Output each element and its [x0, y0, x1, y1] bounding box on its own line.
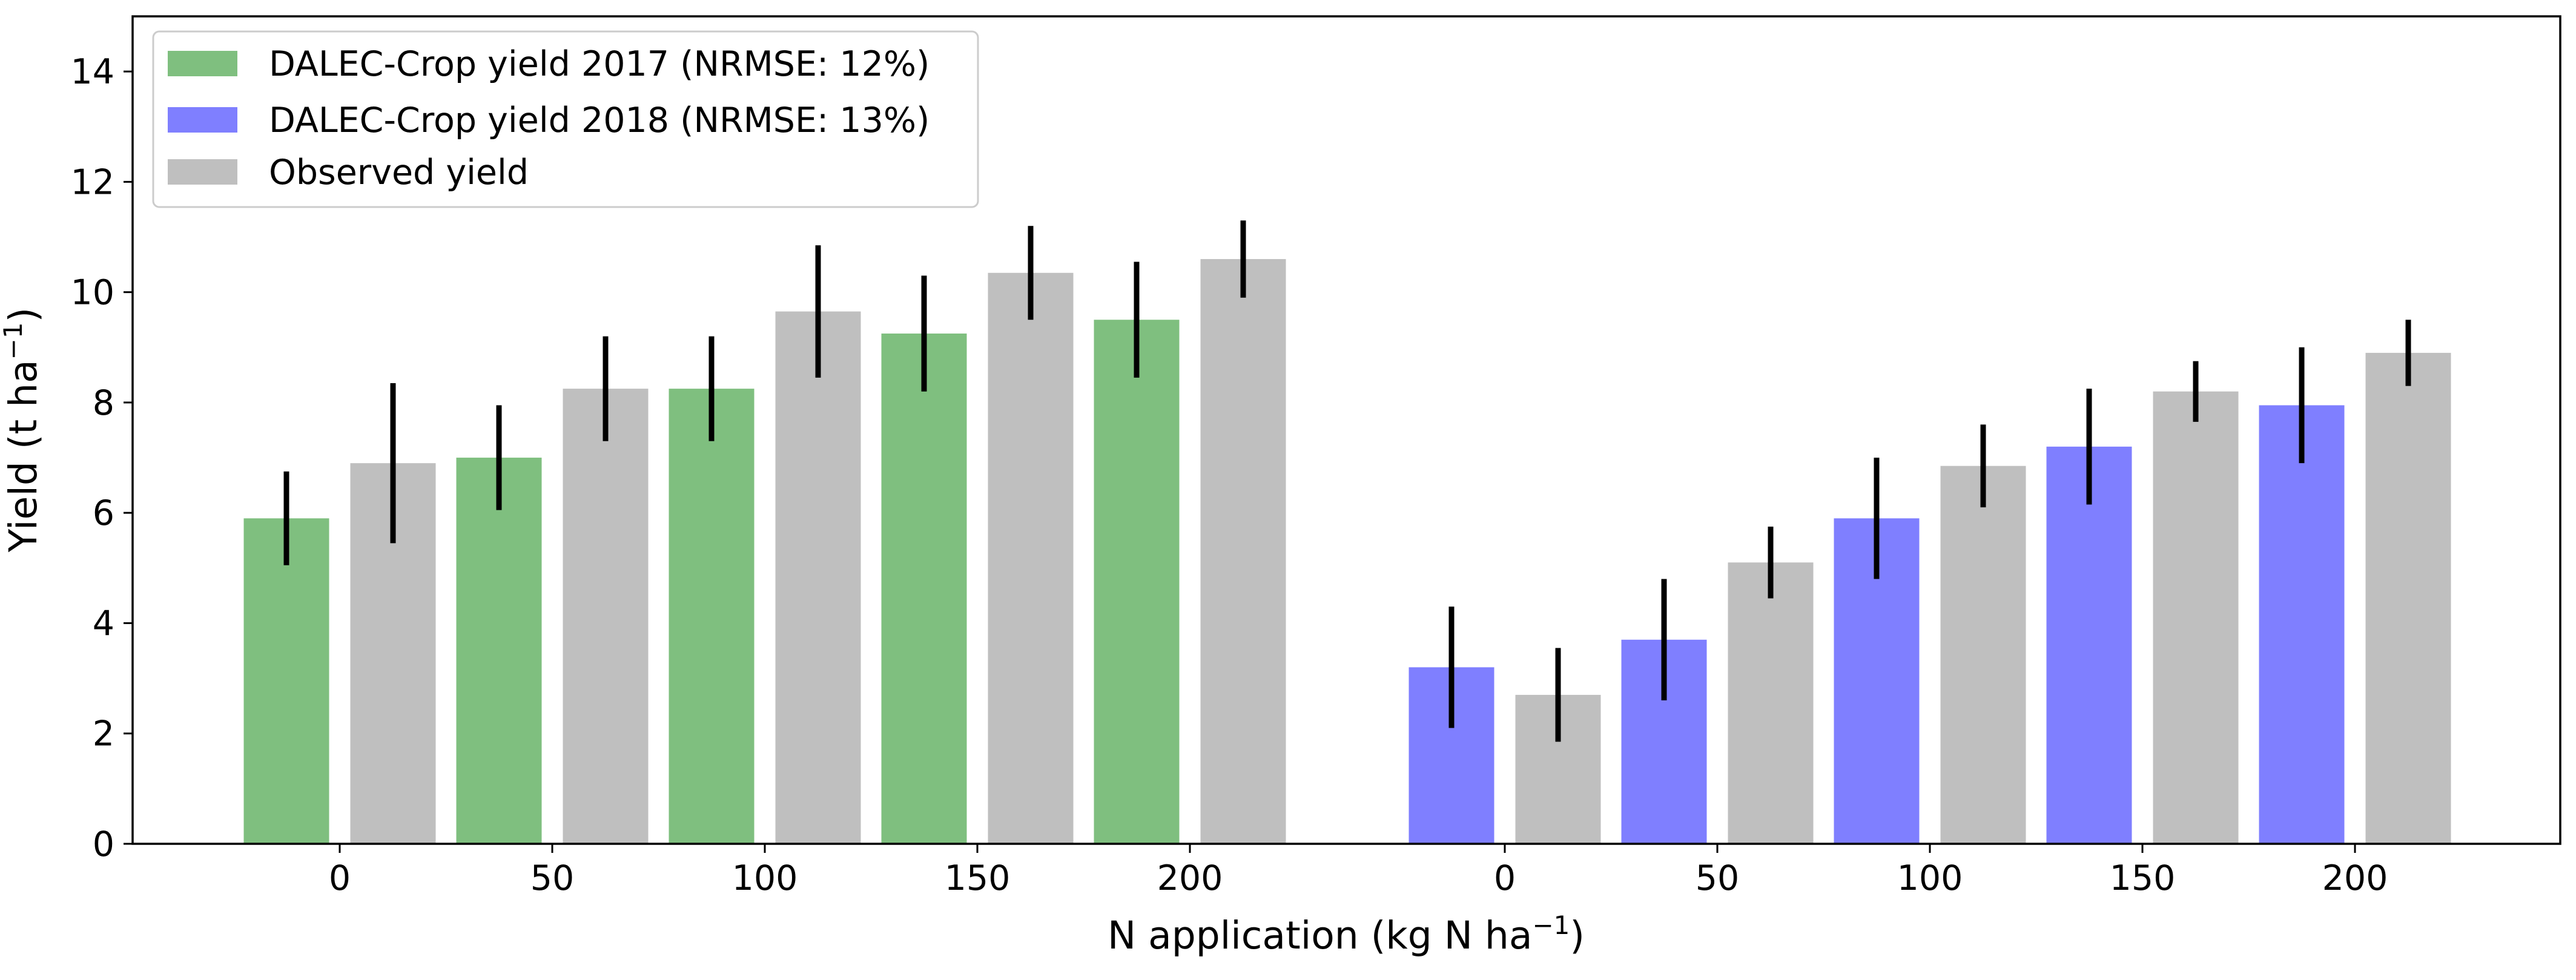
y-tick-label-10: 10 [70, 273, 114, 313]
x-tick-label-2018-150: 150 [2110, 858, 2176, 898]
y-axis: 0 2 4 6 8 10 12 14 [70, 52, 133, 864]
legend-label-observed: Observed yield [269, 153, 529, 192]
y-tick-label-4: 4 [93, 603, 114, 643]
y-axis-label: Yield (t ha−1) [0, 307, 45, 553]
x-tick-label-2017-0: 0 [329, 858, 351, 898]
legend-swatch-2017 [168, 51, 237, 76]
bar-2017-model-50 [456, 458, 542, 844]
legend-label-2017: DALEC-Crop yield 2017 (NRMSE: 12%) [269, 44, 930, 84]
y-tick-label-2: 2 [93, 714, 114, 754]
x-axis: 0 50 100 150 200 0 50 100 150 200 [329, 844, 2388, 898]
bar-2017-model-150 [881, 334, 967, 844]
bar-2018-model-150 [2046, 446, 2132, 844]
bar-2018-observed-150 [2153, 391, 2239, 844]
bar-2018-observed-200 [2365, 352, 2451, 844]
x-tick-label-2017-100: 100 [732, 858, 798, 898]
y-tick-label-6: 6 [93, 493, 114, 533]
y-tick-label-0: 0 [93, 824, 114, 864]
legend-swatch-2018 [168, 107, 237, 133]
x-tick-label-2018-200: 200 [2322, 858, 2388, 898]
bar-2017-observed-200 [1200, 258, 1286, 844]
y-axis-label-end: ) [1, 307, 45, 323]
bar-2018-observed-50 [1728, 562, 1814, 844]
legend-frame [152, 30, 979, 208]
x-axis-label-exponent: −1 [1532, 910, 1570, 940]
x-tick-label-2017-200: 200 [1157, 858, 1223, 898]
x-axis-label-main: N application (kg N ha [1108, 913, 1532, 958]
bar-2017-model-0 [243, 518, 329, 844]
bars-layer [243, 258, 2451, 844]
error-bars-layer [283, 220, 2411, 742]
bar-2017-observed-150 [988, 272, 1074, 844]
legend-swatch-observed [168, 159, 237, 185]
y-axis-label-main: Yield (t ha [1, 360, 45, 553]
bar-2018-observed-100 [1940, 465, 2026, 844]
x-tick-label-2017-150: 150 [945, 858, 1011, 898]
bar-2017-observed-100 [775, 311, 861, 844]
x-tick-label-2018-50: 50 [1696, 858, 1740, 898]
y-axis-label-exponent: −1 [0, 322, 28, 360]
bar-2017-model-100 [669, 389, 755, 844]
x-tick-label-2018-0: 0 [1494, 858, 1516, 898]
legend: DALEC-Crop yield 2017 (NRMSE: 12%) DALEC… [152, 30, 979, 208]
bar-2017-observed-50 [563, 389, 649, 844]
legend-label-2018: DALEC-Crop yield 2018 (NRMSE: 13%) [269, 100, 930, 140]
x-tick-label-2018-100: 100 [1897, 858, 1963, 898]
bar-2017-model-200 [1094, 320, 1180, 844]
bar-2018-model-200 [2259, 405, 2345, 844]
x-axis-label: N application (kg N ha−1) [1108, 910, 1585, 958]
y-tick-label-8: 8 [93, 383, 114, 423]
plot-frame [131, 15, 2561, 845]
y-tick-label-12: 12 [70, 162, 114, 202]
x-axis-label-end: ) [1570, 913, 1585, 958]
x-tick-label-2017-50: 50 [530, 858, 575, 898]
y-tick-label-14: 14 [70, 52, 114, 92]
